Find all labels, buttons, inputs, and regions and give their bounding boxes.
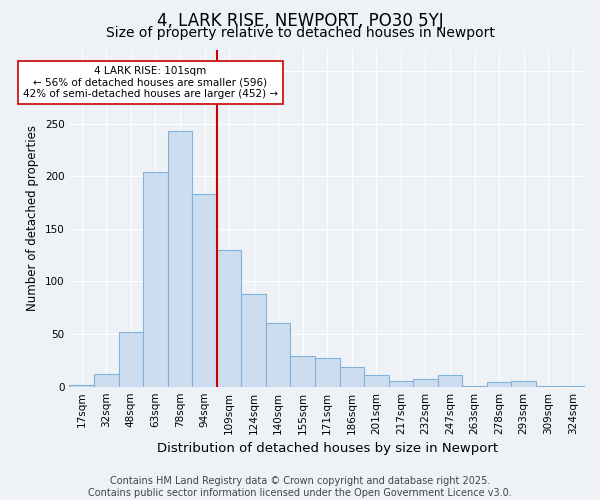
Text: Size of property relative to detached houses in Newport: Size of property relative to detached ho… xyxy=(106,26,494,40)
Bar xyxy=(119,332,143,386)
Bar xyxy=(143,172,167,386)
Text: 4, LARK RISE, NEWPORT, PO30 5YJ: 4, LARK RISE, NEWPORT, PO30 5YJ xyxy=(157,12,443,30)
Y-axis label: Number of detached properties: Number of detached properties xyxy=(26,126,40,312)
Bar xyxy=(389,382,413,386)
Bar xyxy=(487,382,511,386)
Bar xyxy=(167,131,192,386)
Bar xyxy=(413,380,438,386)
Bar xyxy=(217,250,241,386)
Bar xyxy=(438,375,462,386)
Text: 4 LARK RISE: 101sqm
← 56% of detached houses are smaller (596)
42% of semi-detac: 4 LARK RISE: 101sqm ← 56% of detached ho… xyxy=(23,66,278,99)
Bar xyxy=(192,194,217,386)
Bar xyxy=(511,382,536,386)
Bar xyxy=(340,366,364,386)
Bar xyxy=(266,322,290,386)
Bar xyxy=(241,294,266,386)
X-axis label: Distribution of detached houses by size in Newport: Distribution of detached houses by size … xyxy=(157,442,498,455)
Bar xyxy=(290,356,315,386)
Bar xyxy=(70,384,94,386)
Bar xyxy=(315,358,340,386)
Bar xyxy=(94,374,119,386)
Text: Contains HM Land Registry data © Crown copyright and database right 2025.
Contai: Contains HM Land Registry data © Crown c… xyxy=(88,476,512,498)
Bar xyxy=(364,375,389,386)
